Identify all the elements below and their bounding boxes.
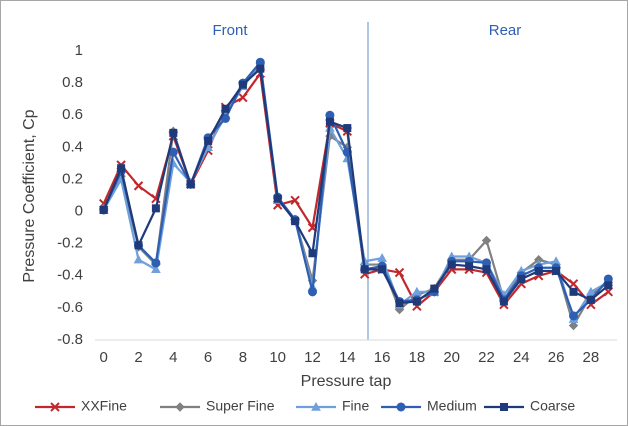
marker <box>290 195 300 206</box>
marker <box>482 265 491 274</box>
legend-item: Coarse <box>484 398 575 414</box>
marker <box>360 265 369 274</box>
y-tick-label: -0.8 <box>57 331 83 348</box>
y-axis-label: Pressure Coefficient, Cp <box>21 109 38 282</box>
marker <box>378 265 387 274</box>
marker <box>412 286 422 296</box>
marker <box>586 286 596 296</box>
marker <box>604 281 613 290</box>
marker <box>273 194 282 203</box>
marker <box>151 264 161 274</box>
marker <box>465 262 474 271</box>
x-tick-label: 24 <box>513 349 530 366</box>
y-tick-label: -0.2 <box>57 235 83 252</box>
x-tick-label: 10 <box>269 349 286 366</box>
legend-label: Super Fine <box>206 398 275 414</box>
marker <box>308 287 317 297</box>
marker <box>396 402 406 412</box>
marker <box>256 64 265 73</box>
marker <box>169 128 178 137</box>
legend-item: Medium <box>381 398 477 414</box>
y-tick-label: -0.6 <box>57 299 83 316</box>
marker <box>568 279 579 289</box>
legend-label: Medium <box>427 398 477 414</box>
marker <box>50 402 60 412</box>
series <box>99 64 613 308</box>
marker <box>151 204 160 213</box>
x-tick-label: 16 <box>374 349 391 366</box>
marker <box>499 297 508 306</box>
legend-item: Super Fine <box>160 398 275 414</box>
x-tick-label: 22 <box>478 349 495 366</box>
legend-item: XXFine <box>35 398 127 414</box>
marker <box>186 180 195 189</box>
legend-item: Fine <box>296 398 369 414</box>
marker <box>134 241 143 250</box>
x-tick-label: 0 <box>100 349 108 366</box>
marker <box>133 181 144 191</box>
annotation: Rear <box>489 22 522 39</box>
marker <box>568 320 579 331</box>
x-tick-label: 18 <box>409 349 426 366</box>
y-tick-label: -0.4 <box>57 267 83 284</box>
legend-label: Fine <box>342 398 369 414</box>
marker <box>238 92 248 103</box>
marker <box>430 284 439 293</box>
y-tick-label: 0.2 <box>62 170 83 187</box>
marker <box>308 249 317 258</box>
marker <box>221 104 230 113</box>
y-tick-label: 0.8 <box>62 74 83 91</box>
marker <box>151 258 161 268</box>
x-tick-label: 8 <box>239 349 247 366</box>
y-tick-label: 0 <box>75 203 83 220</box>
marker <box>325 117 334 126</box>
x-tick-label: 4 <box>169 349 177 366</box>
y-tick-label: 0.6 <box>62 106 83 123</box>
y-tick-label: 0.4 <box>62 138 83 155</box>
marker <box>481 235 492 246</box>
marker <box>311 401 321 411</box>
marker <box>586 295 595 304</box>
marker <box>394 267 405 278</box>
y-tick-label: 1 <box>75 42 83 59</box>
x-tick-label: 20 <box>443 349 460 366</box>
marker <box>133 254 144 264</box>
marker <box>377 253 387 262</box>
marker <box>500 403 508 411</box>
marker <box>395 299 404 308</box>
marker <box>517 274 526 283</box>
x-tick-label: 14 <box>339 349 356 366</box>
marker <box>99 205 108 214</box>
x-tick-label: 28 <box>583 349 600 366</box>
marker <box>552 266 561 275</box>
x-tick-label: 6 <box>204 349 212 366</box>
marker <box>238 80 247 89</box>
x-tick-label: 12 <box>304 349 321 366</box>
marker <box>204 136 213 145</box>
marker <box>569 287 578 296</box>
marker <box>291 217 300 226</box>
annotation: Front <box>212 22 248 39</box>
x-axis-label: Pressure tap <box>301 373 392 390</box>
marker <box>343 124 352 133</box>
marker <box>175 402 185 412</box>
legend-label: Coarse <box>530 398 575 414</box>
legend-label: XXFine <box>81 398 127 414</box>
x-tick-label: 26 <box>548 349 565 366</box>
marker <box>412 297 421 306</box>
x-tick-label: 2 <box>134 349 142 366</box>
marker <box>447 260 456 269</box>
marker <box>569 311 578 321</box>
marker <box>117 164 126 173</box>
marker <box>534 266 543 275</box>
